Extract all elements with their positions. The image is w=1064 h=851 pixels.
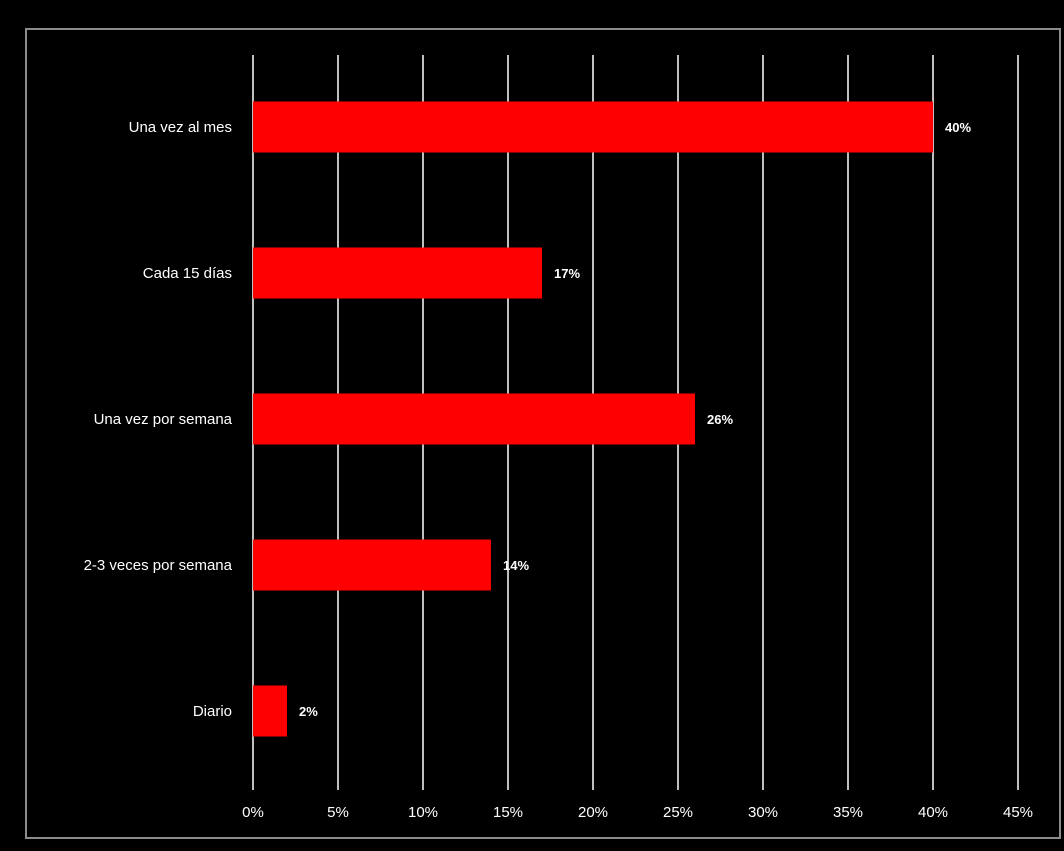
bar — [253, 685, 287, 737]
bars — [253, 101, 933, 737]
category-label: 2-3 veces por semana — [84, 557, 233, 574]
data-label: 17% — [554, 266, 580, 281]
data-label: 2% — [299, 704, 318, 719]
data-label: 14% — [503, 558, 529, 573]
chart-frame — [25, 28, 1061, 839]
x-tick-label: 0% — [242, 804, 264, 821]
gridlines — [252, 55, 1019, 790]
bar — [253, 393, 695, 445]
category-label: Una vez al mes — [129, 119, 232, 136]
category-label: Una vez por semana — [94, 411, 233, 428]
x-tick-label: 10% — [408, 804, 438, 821]
x-tick-label: 30% — [748, 804, 778, 821]
x-axis-ticks: 0% 5% 10% 15% 20% 25% 30% 35% 40% 45% — [242, 804, 1033, 821]
bar — [253, 101, 933, 153]
category-label: Diario — [193, 703, 232, 720]
category-label: Cada 15 días — [143, 265, 232, 282]
x-tick-label: 5% — [327, 804, 349, 821]
data-label: 26% — [707, 412, 733, 427]
x-tick-label: 20% — [578, 804, 608, 821]
x-tick-label: 35% — [833, 804, 863, 821]
category-labels: Una vez al mes Cada 15 días Una vez por se… — [84, 119, 233, 720]
bar — [253, 539, 491, 591]
x-tick-label: 45% — [1003, 804, 1033, 821]
x-tick-label: 40% — [918, 804, 948, 821]
data-label: 40% — [945, 120, 971, 135]
bar — [253, 247, 542, 299]
data-labels: 40% 17% 26% 14% 2% — [299, 120, 971, 719]
x-tick-label: 15% — [493, 804, 523, 821]
x-tick-label: 25% — [663, 804, 693, 821]
